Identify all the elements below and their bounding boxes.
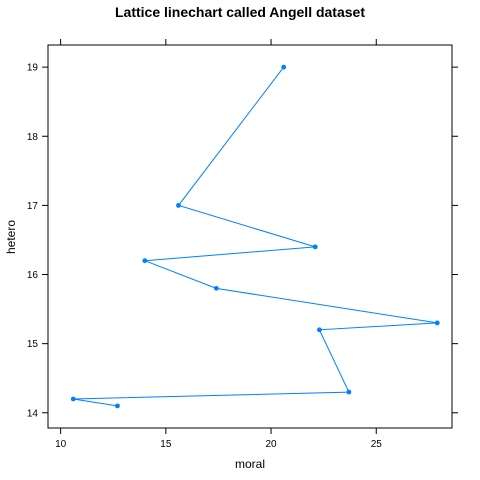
- data-point: [281, 64, 287, 70]
- data-point: [434, 320, 440, 326]
- data-point: [346, 389, 352, 395]
- series-line: [73, 66, 438, 407]
- chart-title: Lattice linechart called Angell dataset: [115, 4, 365, 20]
- data-point: [213, 285, 219, 291]
- x-axis: 10 15 20 25: [55, 39, 382, 450]
- data-point: [142, 258, 148, 264]
- x-tick-label: 10: [55, 439, 67, 450]
- y-axis: 14 15 16 17 18 19: [27, 63, 458, 419]
- y-tick-label: 15: [27, 339, 39, 350]
- y-tick-label: 19: [27, 63, 39, 74]
- x-axis-label: moral: [235, 457, 265, 471]
- y-tick-label: 16: [27, 270, 39, 281]
- y-tick-label: 18: [27, 132, 39, 143]
- data-point: [317, 327, 322, 333]
- data-point: [176, 202, 181, 208]
- x-tick-label: 25: [371, 439, 383, 450]
- x-tick-label: 20: [265, 439, 277, 450]
- data-point: [115, 403, 120, 409]
- data-points: [70, 64, 440, 409]
- y-axis-label: hetero: [4, 220, 18, 254]
- plot-frame: [47, 44, 453, 429]
- y-tick-label: 14: [27, 408, 39, 419]
- data-point: [312, 244, 318, 250]
- y-tick-label: 17: [27, 201, 39, 212]
- data-point: [70, 396, 76, 402]
- x-tick-label: 15: [160, 439, 172, 450]
